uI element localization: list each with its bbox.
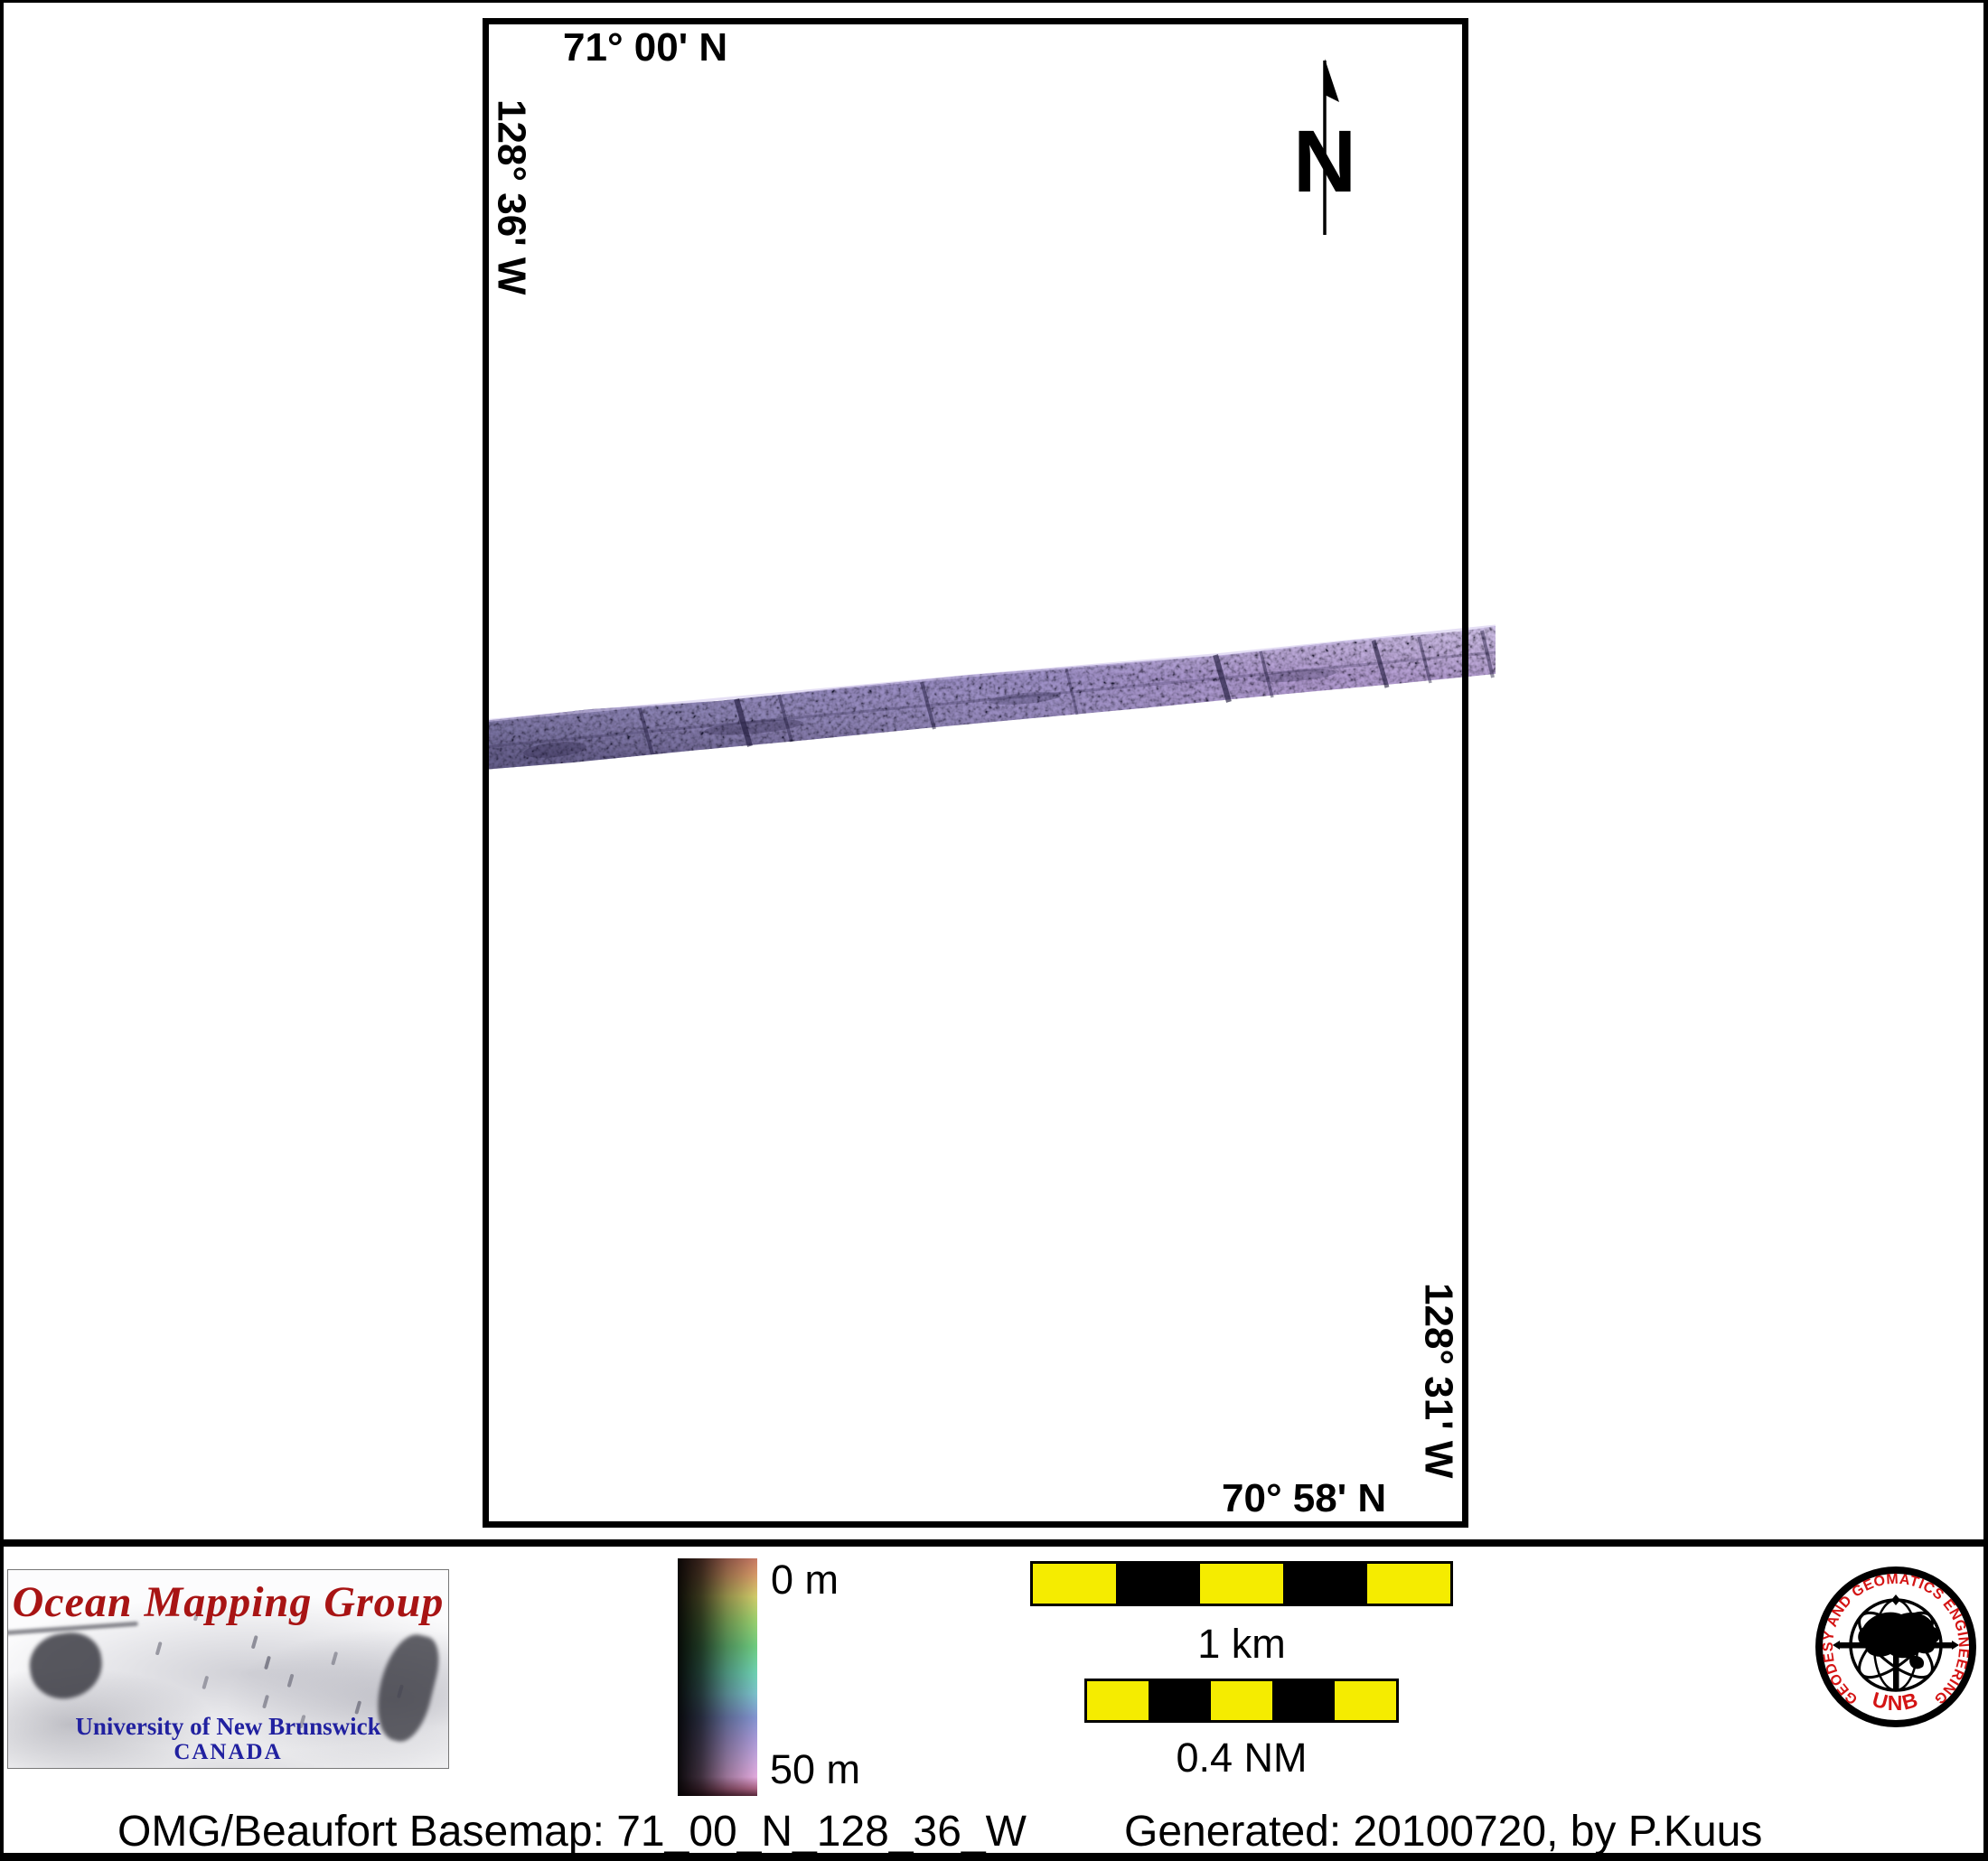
swath-texture bbox=[483, 626, 1496, 770]
omg-country: CANADA bbox=[173, 1740, 283, 1764]
swath-dark-patches bbox=[523, 669, 1336, 758]
unb-seal: GEODESY AND GEOMATICS ENGINEERING UNB bbox=[1815, 1566, 1976, 1727]
scalebar-nm bbox=[1084, 1679, 1399, 1723]
depth-min-label: 0 m bbox=[771, 1557, 839, 1603]
multibeam-swath bbox=[483, 624, 1496, 770]
depth-colorbar bbox=[678, 1558, 757, 1796]
helicopter-silhouette bbox=[25, 1628, 107, 1704]
map-frame bbox=[483, 18, 1468, 1528]
scale-segment bbox=[1210, 1681, 1273, 1720]
scalebar-nm-label: 0.4 NM bbox=[1176, 1735, 1308, 1781]
north-label: N bbox=[1293, 112, 1356, 210]
scalebar-km bbox=[1030, 1561, 1453, 1606]
caption-basemap: OMG/Beaufort Basemap: 71_00_N_128_36_W bbox=[117, 1808, 1027, 1856]
swath-shading bbox=[483, 626, 1496, 770]
seal-unb-text: UNB bbox=[1870, 1688, 1920, 1715]
seal-unb-text-holder: UNB bbox=[1870, 1688, 1922, 1715]
scale-segment bbox=[1272, 1681, 1335, 1720]
panel-separator bbox=[0, 1539, 1988, 1547]
swath-track-lines bbox=[483, 624, 1496, 755]
seal-globe bbox=[1833, 1594, 1959, 1692]
scalebar-km-label: 1 km bbox=[1197, 1621, 1286, 1667]
seal-continents bbox=[1858, 1612, 1940, 1659]
omg-title: Ocean Mapping Group bbox=[12, 1578, 445, 1626]
map-label-top-latitude: 71° 00' N bbox=[563, 25, 728, 70]
north-arrow: N bbox=[1293, 59, 1356, 235]
caption-generated: Generated: 20100720, by P.Kuus bbox=[1124, 1808, 1763, 1856]
scale-segment bbox=[1033, 1564, 1117, 1604]
scale-segment bbox=[1087, 1681, 1149, 1720]
scale-segment bbox=[1116, 1564, 1200, 1604]
scale-segment bbox=[1199, 1564, 1284, 1604]
north-arrow-flag bbox=[1325, 59, 1339, 102]
scale-segment bbox=[1366, 1564, 1451, 1604]
scale-segment bbox=[1283, 1564, 1367, 1604]
map-label-right-longitude: 128° 31' W bbox=[1416, 1283, 1461, 1479]
omg-logo: Ocean Mapping Group University of New Br… bbox=[7, 1569, 449, 1769]
depth-max-label: 50 m bbox=[770, 1746, 861, 1792]
map-label-left-longitude: 128° 36' W bbox=[489, 99, 534, 295]
map-label-bottom-latitude: 70° 58' N bbox=[1222, 1476, 1387, 1520]
scale-segment bbox=[1149, 1681, 1211, 1720]
scale-segment bbox=[1334, 1681, 1397, 1720]
sonar-target-streaks bbox=[264, 1655, 271, 1670]
omg-subtitle: University of New Brunswick bbox=[75, 1713, 381, 1740]
